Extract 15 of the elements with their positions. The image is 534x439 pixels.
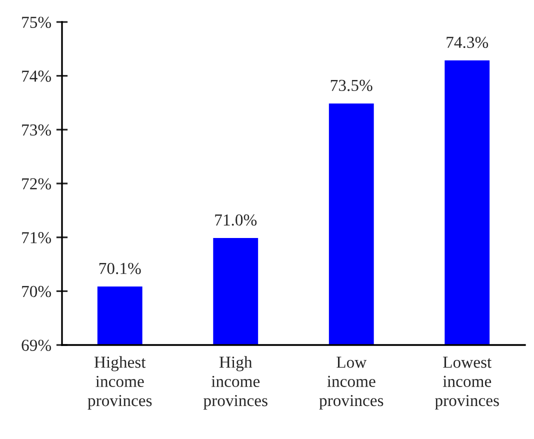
x-tick-label: Highest income provinces [88,356,152,410]
x-tick-label: Lowest income provinces [434,356,499,410]
data-label: 70.1% [99,262,141,274]
y-tick-label: 70% [22,286,52,298]
y-tick-label: 69% [22,340,52,351]
data-label: 73.5% [330,80,372,92]
y-tick-label: 73% [22,124,52,136]
x-tick-label: Low income provinces [319,356,384,410]
data-label: 74.3% [446,36,488,48]
y-tick-label: 72% [22,178,52,190]
x-tick-label: High income provinces [203,356,268,410]
data-label: 71.0% [215,214,257,226]
y-tick-label: 74% [22,70,52,82]
y-tick-label: 71% [22,232,52,244]
y-tick-label: 75% [22,16,52,28]
